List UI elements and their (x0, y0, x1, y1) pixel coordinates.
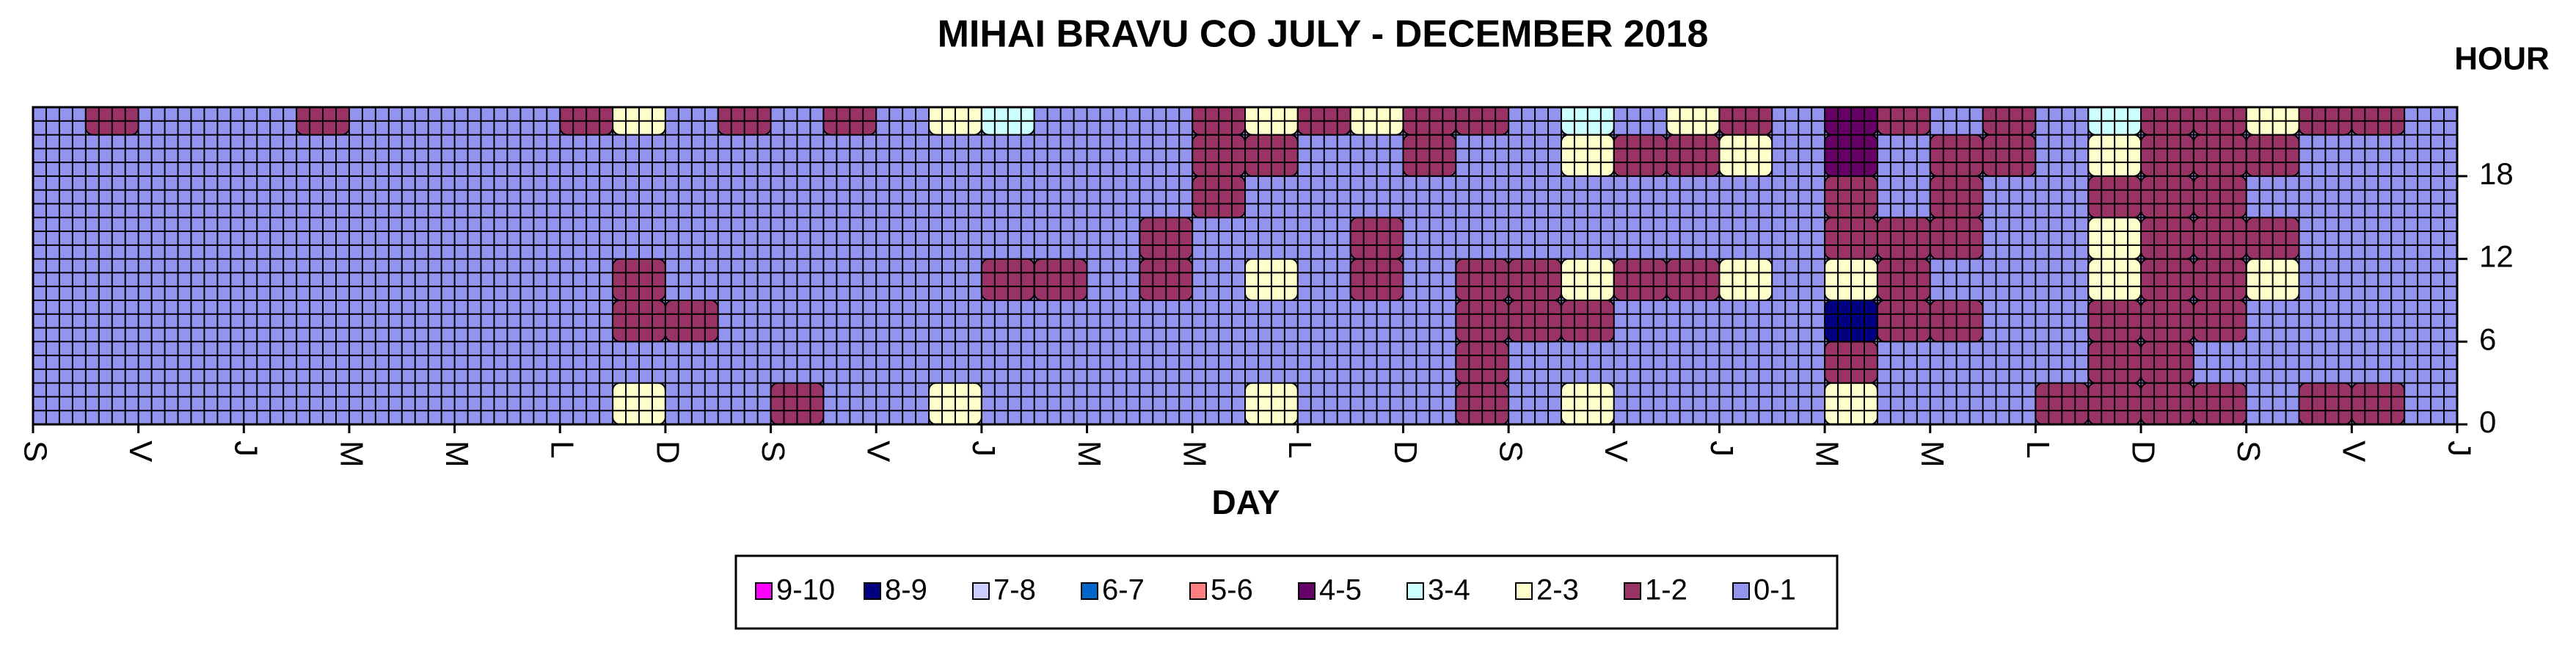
x-tick-label: V (123, 441, 158, 463)
x-tick-label: M (439, 441, 475, 468)
y-tick-label: 6 (2479, 322, 2496, 356)
x-tick-label: M (1071, 441, 1107, 468)
y-axis-label: HOUR (2454, 41, 2550, 77)
legend-box (734, 554, 1839, 630)
legend-label: 9-10 (776, 574, 835, 606)
x-tick-label: M (1809, 441, 1845, 468)
legend-swatch (972, 582, 990, 600)
legend-label: 8-9 (885, 574, 927, 606)
x-tick-label: L (1282, 441, 1318, 458)
legend-swatch (1515, 582, 1533, 600)
legend-label: 0-1 (1754, 574, 1796, 606)
legend-label: 3-4 (1428, 574, 1470, 606)
legend-label: 6-7 (1102, 574, 1145, 606)
x-tick-label: D (1387, 441, 1423, 464)
plot-frame (32, 106, 2459, 426)
y-tick-label: 12 (2479, 239, 2514, 274)
x-tick-label: V (2336, 441, 2372, 463)
x-tick-label: D (2125, 441, 2161, 464)
legend-label: 4-5 (1319, 574, 1362, 606)
x-tick-label: L (2020, 441, 2056, 458)
x-tick-label: V (1598, 441, 1634, 463)
legend-swatch (864, 582, 881, 600)
legend-swatch (1732, 582, 1750, 600)
x-tick-label: S (2230, 441, 2266, 462)
x-tick-label: J (228, 441, 264, 457)
legend-swatch (1406, 582, 1424, 600)
x-tick-label: S (755, 441, 791, 462)
x-tick-label: J (1704, 441, 1740, 457)
legend-label: 1-2 (1645, 574, 1687, 606)
plot-area (33, 107, 2457, 424)
x-axis-label: DAY (1212, 483, 1280, 521)
legend-label: 5-6 (1211, 574, 1253, 606)
x-tick-label: M (333, 441, 369, 468)
legend-swatch (1189, 582, 1207, 600)
x-tick-label: L (544, 441, 580, 458)
y-tick-label: 18 (2479, 156, 2514, 191)
legend-label: 7-8 (993, 574, 1036, 606)
x-tick-label: M (1177, 441, 1213, 468)
x-tick-label: V (861, 441, 897, 463)
x-tick-label: J (2441, 441, 2477, 457)
x-tick-label: S (1493, 441, 1529, 462)
legend-swatch (1624, 582, 1641, 600)
x-tick-label: J (966, 441, 1001, 457)
legend-swatch (1081, 582, 1098, 600)
x-tick-label: D (649, 441, 685, 464)
chart-title: MIHAI BRAVU CO JULY - DECEMBER 2018 (938, 13, 1709, 56)
x-tick-label: M (1914, 441, 1950, 468)
legend-label: 2-3 (1536, 574, 1579, 606)
legend-swatch (1298, 582, 1316, 600)
y-tick-label: 0 (2479, 405, 2496, 439)
x-tick-label: S (17, 441, 53, 462)
legend-swatch (755, 582, 773, 600)
